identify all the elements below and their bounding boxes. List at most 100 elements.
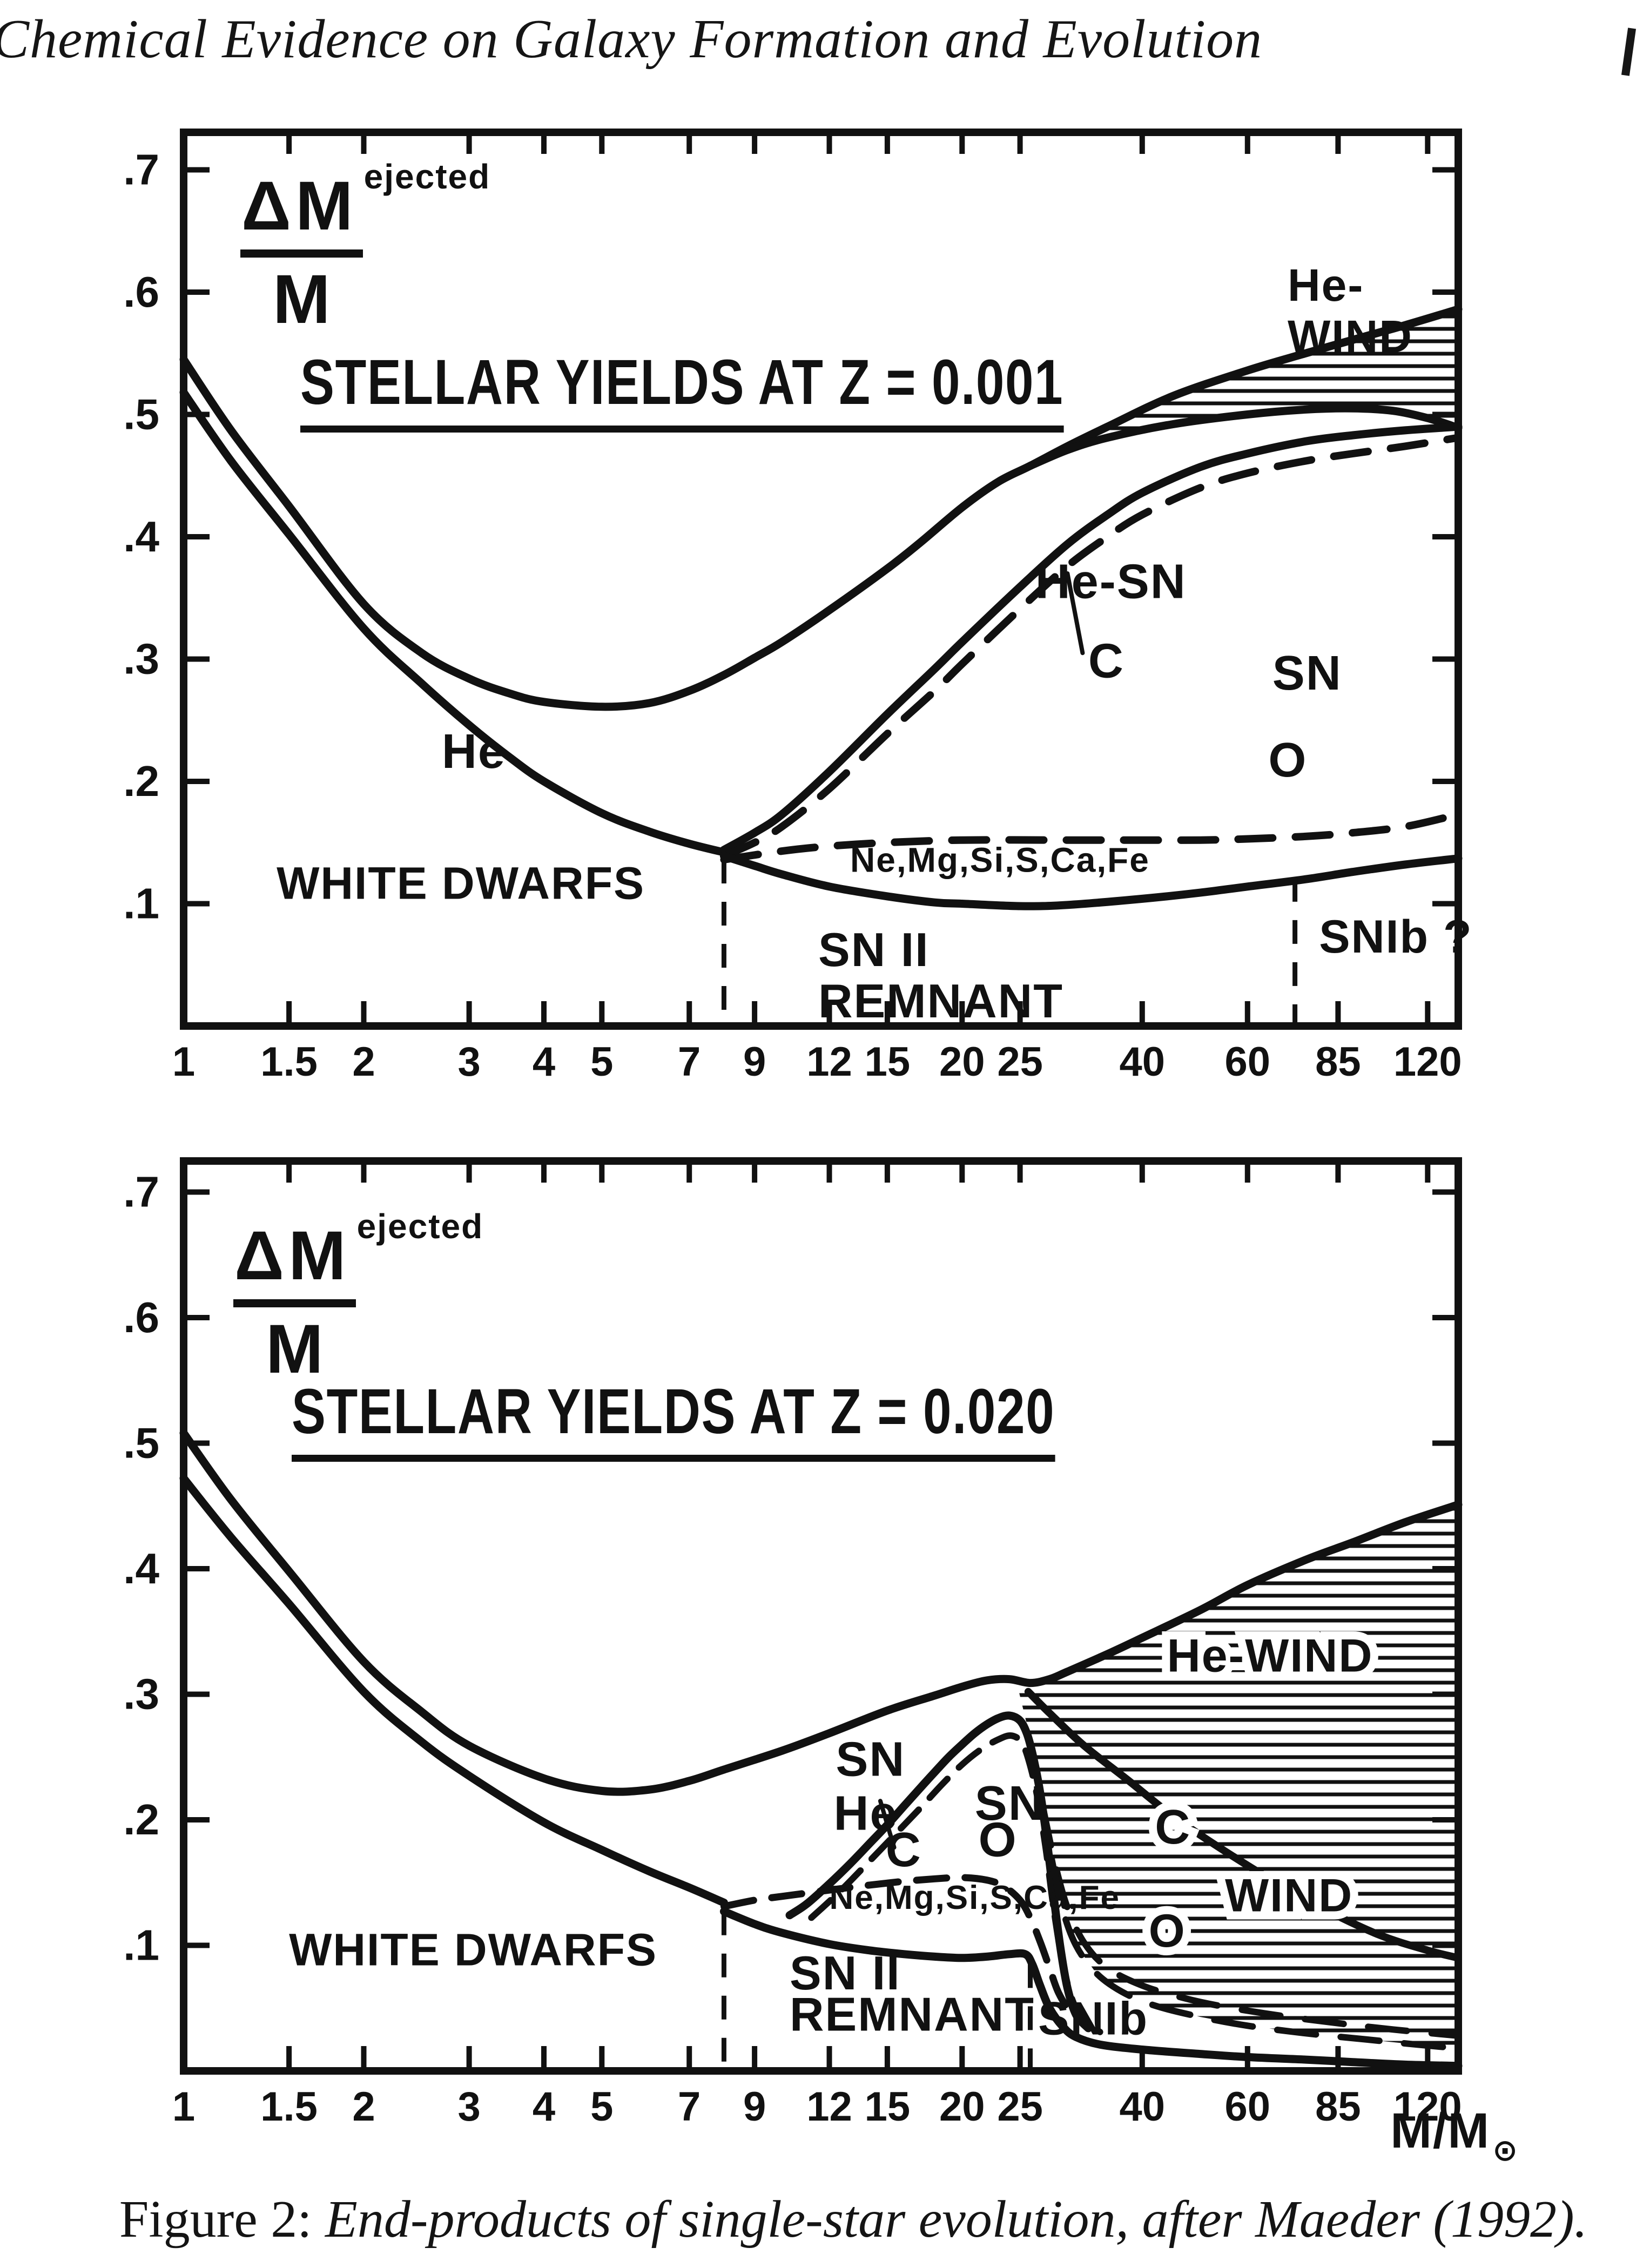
figure-caption: Figure 2: End-products of single-star ev… [65,2189,1642,2250]
x-tick-label: 1.5 [260,2084,318,2130]
y-tick-label: .7 [123,146,159,194]
x-tick-label: 20 [939,2084,985,2130]
x-tick-label: 5 [590,2084,613,2130]
plot-title-z0001: STELLAR YIELDS AT Z = 0.001 [300,346,1064,433]
x-tick-label: 9 [743,1039,766,1085]
x-tick-label: 2 [352,2084,375,2130]
curve-he-sn-boundary [719,422,1463,854]
x-tick-label: 25 [997,1039,1043,1085]
region-label-c: C [886,1823,922,1877]
region-label-ne-mg-si-s-ca-fe: Ne,Mg,Si,S,Ca,Fe [850,841,1150,880]
y-tick-label: .4 [123,1544,159,1592]
fraction-numerator: ΔM [233,1221,356,1307]
curve-snii-remnant-boundary [719,1907,1463,2070]
curve-h-envelope-lower [179,388,728,856]
curve-total-ejected-with-wind [179,305,1463,711]
x-tick-label: 5 [590,1039,613,1085]
x-tick-label: 60 [1225,1039,1271,1085]
chart-z0001: 1 1.5 2 3 4 5 7 9 12 15 20 25 40 60 85 120 .7 .6 .5 .4 .3 .2.… [123,129,1472,1085]
region-label-snib: SNIb [1038,1993,1148,2045]
y-tick-label: .3 [123,1670,159,1718]
chart-z0020: 1 1.5 2 3 4 5 7 9 12 15 20 25 40 60 85 120 .7 .6 .5 .4 .3 .2.… [123,1157,1463,2130]
x-tick-label: 12 [806,1039,852,1085]
x-tick-label: 4 [533,2084,555,2130]
curve-c-label-pointer [1065,571,1085,656]
region-label-sn: SN [836,1733,905,1787]
region-label-c: C [1155,1800,1191,1854]
fraction: ΔM M [240,172,363,334]
region-label-o: O [979,1813,1018,1867]
x-tick-label: 120 [1393,1039,1462,1085]
region-label-he-wind: He-WIND [1167,1630,1373,1682]
y-tick-label: .7 [123,1168,159,1216]
region-label-ne-mg-si-s-ca-fe: Ne,Mg,Si,S,Ca,Fe [830,1879,1120,1916]
x-tick-label: 1 [172,1039,195,1085]
curve-c-o-wind-dashed-1 [1040,1804,1462,2039]
plot-title-z0020: STELLAR YIELDS AT Z = 0.020 [292,1375,1055,1462]
x-tick-label: 1.5 [260,1039,318,1085]
x-tick-label: 3 [457,2084,480,2130]
fraction-superscript: ejected [363,157,491,196]
fraction-denominator: M [266,1311,324,1388]
curve-c-o-wind-dashed-2 [1048,1854,1462,2052]
region-label-wind: WIND [1288,311,1413,362]
x-tick-label: 3 [457,1039,480,1085]
region-label-sn-ii: SN II [790,1946,901,2000]
region-label-sn: SN [975,1777,1045,1831]
region-label-he-sn: He-SN [1035,555,1187,609]
y-tick-label: .6 [123,268,159,316]
region-label-o: O [1268,733,1307,787]
region-label-o: O [1149,1905,1186,1957]
curve-total-ejected-no-wind [1026,404,1463,470]
figure-caption-text: End-products of single-star evolution, a… [325,2190,1588,2249]
x-tick-label: 20 [939,1039,985,1085]
x-axis-unit-text: M/M [1390,2103,1491,2158]
x-tick-label: 25 [997,2084,1043,2130]
x-tick-label: 40 [1120,2084,1166,2130]
x-tick-label: 1 [172,2084,195,2130]
fraction-superscript: ejected [356,1207,484,1246]
y-tick-label: .1 [123,880,159,928]
y-tick-label: .4 [123,512,159,561]
y-tick-label: .5 [123,1419,159,1467]
x-tick-label: 7 [678,1039,701,1085]
region-label-sn: SN [1272,646,1342,700]
curve-ne-mg-si-s-ca-fe-boundary [720,1874,1092,2029]
hatch-region-top [1030,309,1458,466]
x-tick-label: 15 [865,2084,911,2130]
curve-c-label-pointer [878,1799,897,1850]
sun-symbol: ⊙ [1492,2133,1519,2167]
x-tick-label: 7 [678,2084,701,2130]
region-label-white-dwarfs: WHITE DWARFS [277,858,645,908]
x-tick-label: 40 [1120,1039,1166,1085]
curve-ne-mg-si-s-ca-fe-boundary [720,811,1462,863]
ejected-mass-fraction-formula-top: ΔM M ejected [240,157,489,334]
region-label-white-dwarfs: WHITE DWARFS [289,1925,657,1975]
x-tick-label: 15 [865,1039,911,1085]
x-tick-label: 85 [1315,2084,1361,2130]
x-tick-label: 2 [352,1039,375,1085]
x-tick-label: 9 [743,2084,766,2130]
curve-h-envelope-lower [179,1474,728,1907]
ejected-mass-fraction-formula-bottom: ΔM M ejected [233,1207,482,1388]
y-tick-label: .2 [123,757,159,805]
curve-he-c-wind-boundary [1024,1688,1462,1962]
y-tick-label: .3 [123,635,159,683]
region-label-he: He [834,1787,898,1841]
fraction-denominator: M [273,261,331,338]
page-header-title: Chemical Evidence on Galaxy Formation an… [0,9,1263,70]
x-tick-label: 4 [533,1039,555,1085]
figure-caption-label: Figure 2: [119,2190,312,2249]
hatch-region-bottom [1015,1504,1458,2049]
plot-frame [180,1157,1462,2075]
curve-sn-peak-c-inner [808,1732,1103,2035]
y-tick-label: .6 [123,1293,159,1341]
y-tick-label: .5 [123,390,159,438]
region-label-wind: WIND [1225,1870,1353,1922]
y-tick-label: .2 [123,1796,159,1844]
x-tick-label: 120 [1393,2084,1462,2130]
x-axis-unit-label: M/M⊙ [1390,2103,1519,2167]
region-label-he-: He- [1288,260,1364,310]
y-tick-label: .1 [123,1921,159,1969]
